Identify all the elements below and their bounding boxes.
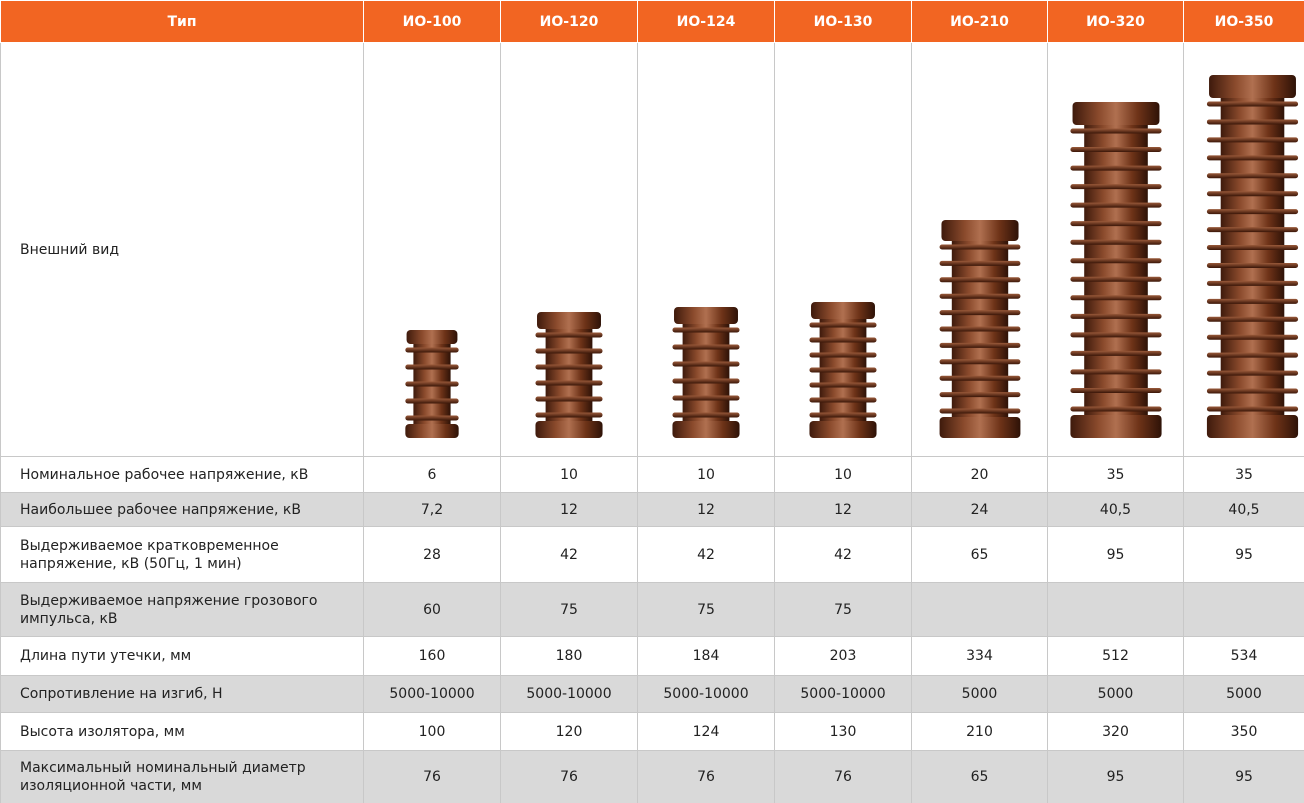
value-cell: 180: [501, 637, 638, 676]
value-cell: 76: [775, 751, 912, 803]
value-cell: 35: [1184, 457, 1304, 493]
data-row: Максимальный номинальный диаметр изоляци…: [1, 751, 1304, 803]
value-cell: 534: [1184, 637, 1304, 676]
value-cell: 100: [364, 713, 501, 751]
insulator: [1184, 44, 1304, 456]
header-cell: ИО-120: [501, 1, 638, 43]
row-label: Выдерживаемое напряжение грозового импул…: [1, 583, 364, 637]
value-cell: 12: [501, 493, 638, 527]
image-cell: [638, 43, 775, 457]
value-cell: 28: [364, 527, 501, 583]
row-label: Номинальное рабочее напряжение, кВ: [1, 457, 364, 493]
value-cell: 10: [501, 457, 638, 493]
header-cell: ИО-320: [1048, 1, 1184, 43]
value-cell: 184: [638, 637, 775, 676]
header-cell: ИО-100: [364, 1, 501, 43]
value-cell: 95: [1048, 527, 1184, 583]
row-label: Максимальный номинальный диаметр изоляци…: [1, 751, 364, 803]
value-cell: 320: [1048, 713, 1184, 751]
value-cell: 20: [912, 457, 1048, 493]
value-cell: 95: [1048, 751, 1184, 803]
value-cell: 40,5: [1184, 493, 1304, 527]
value-cell: 6: [364, 457, 501, 493]
value-cell: 95: [1184, 751, 1304, 803]
value-cell: 334: [912, 637, 1048, 676]
value-cell: 7,2: [364, 493, 501, 527]
value-cell: 5000: [912, 676, 1048, 713]
value-cell: 512: [1048, 637, 1184, 676]
value-cell: 40,5: [1048, 493, 1184, 527]
value-cell: 5000-10000: [364, 676, 501, 713]
value-cell: 24: [912, 493, 1048, 527]
header-cell: ИО-210: [912, 1, 1048, 43]
value-cell: 12: [775, 493, 912, 527]
insulator: [1048, 44, 1184, 456]
value-cell: 5000-10000: [775, 676, 912, 713]
value-cell: 130: [775, 713, 912, 751]
insulator: [775, 44, 911, 456]
value-cell: 124: [638, 713, 775, 751]
row-label: Сопротивление на изгиб, Н: [1, 676, 364, 713]
value-cell: 75: [501, 583, 638, 637]
value-cell: 160: [364, 637, 501, 676]
value-cell: [1184, 583, 1304, 637]
image-cell: [912, 43, 1048, 457]
value-cell: 10: [775, 457, 912, 493]
value-cell: 75: [775, 583, 912, 637]
row-label: Выдерживаемое кратковременное напряжение…: [1, 527, 364, 583]
image-row: Внешний вид: [1, 43, 1304, 457]
value-cell: 76: [638, 751, 775, 803]
value-cell: 65: [912, 527, 1048, 583]
value-cell: 42: [501, 527, 638, 583]
header-cell: ИО-130: [775, 1, 912, 43]
value-cell: 42: [638, 527, 775, 583]
row-label: Высота изолятора, мм: [1, 713, 364, 751]
value-cell: [1048, 583, 1184, 637]
value-cell: 203: [775, 637, 912, 676]
image-cell: [775, 43, 912, 457]
image-cell: [364, 43, 501, 457]
header-cell: ИО-350: [1184, 1, 1304, 43]
row-label: Внешний вид: [1, 43, 364, 457]
value-cell: 120: [501, 713, 638, 751]
image-cell: [1048, 43, 1184, 457]
value-cell: [912, 583, 1048, 637]
insulator: [364, 44, 500, 456]
value-cell: 60: [364, 583, 501, 637]
value-cell: 350: [1184, 713, 1304, 751]
value-cell: 5000: [1184, 676, 1304, 713]
value-cell: 12: [638, 493, 775, 527]
data-row: Выдерживаемое напряжение грозового импул…: [1, 583, 1304, 637]
image-cell: [1184, 43, 1304, 457]
value-cell: 210: [912, 713, 1048, 751]
value-cell: 5000-10000: [638, 676, 775, 713]
row-label: Наибольшее рабочее напряжение, кВ: [1, 493, 364, 527]
data-row: Выдерживаемое кратковременное напряжение…: [1, 527, 1304, 583]
value-cell: 42: [775, 527, 912, 583]
value-cell: 65: [912, 751, 1048, 803]
header-cell: ИО-124: [638, 1, 775, 43]
insulator: [912, 44, 1048, 456]
image-cell: [501, 43, 638, 457]
value-cell: 95: [1184, 527, 1304, 583]
value-cell: 5000: [1048, 676, 1184, 713]
value-cell: 10: [638, 457, 775, 493]
spec-table: ТипИО-100ИО-120ИО-124ИО-130ИО-210ИО-320И…: [0, 0, 1304, 803]
value-cell: 75: [638, 583, 775, 637]
header-cell: Тип: [1, 1, 364, 43]
value-cell: 76: [501, 751, 638, 803]
insulator: [638, 44, 774, 456]
value-cell: 5000-10000: [501, 676, 638, 713]
row-label: Длина пути утечки, мм: [1, 637, 364, 676]
value-cell: 76: [364, 751, 501, 803]
insulator: [501, 44, 637, 456]
value-cell: 35: [1048, 457, 1184, 493]
